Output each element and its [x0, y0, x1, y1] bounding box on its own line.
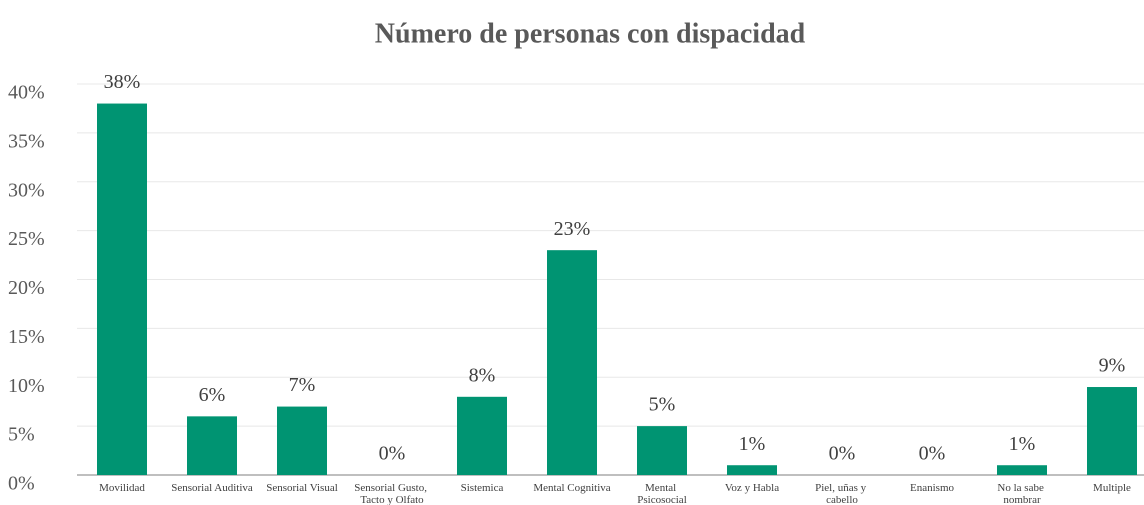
y-tick-label: 20% — [8, 277, 45, 299]
x-tick-label: Mental Psicosocial — [637, 482, 687, 505]
bar — [277, 406, 327, 475]
value-label: 0% — [829, 443, 856, 465]
value-label: 23% — [554, 218, 591, 240]
x-tick-label: Sensorial Auditiva — [171, 482, 253, 494]
value-label: 38% — [104, 71, 141, 93]
y-tick-label: 15% — [8, 326, 45, 348]
bar — [997, 465, 1047, 475]
bar — [637, 426, 687, 475]
x-tick-label: Enanismo — [910, 482, 954, 494]
y-tick-label: 30% — [8, 179, 45, 201]
value-label: 9% — [1099, 355, 1126, 377]
value-label: 8% — [469, 364, 496, 386]
bar — [1087, 387, 1137, 475]
y-tick-label: 5% — [8, 424, 35, 446]
x-tick-label: Sensorial Visual — [266, 482, 338, 494]
y-tick-label: 10% — [8, 375, 45, 397]
bar — [187, 416, 237, 475]
x-tick-label: Piel, uñas y cabello — [815, 482, 869, 505]
x-tick-label: Mental Cognitiva — [533, 482, 610, 494]
y-tick-label: 35% — [8, 130, 45, 152]
y-tick-label: 40% — [8, 82, 45, 104]
bar — [97, 103, 147, 476]
x-tick-label: Sistemica — [461, 482, 504, 494]
y-tick-label: 25% — [8, 228, 45, 250]
bar — [547, 250, 597, 475]
x-tick-label: Voz y Habla — [725, 482, 779, 494]
bar — [457, 396, 507, 475]
x-tick-label: No la sabe nombrar — [997, 482, 1046, 505]
chart-title: Número de personas con dispacidad — [375, 18, 806, 49]
value-label: 7% — [289, 374, 316, 396]
value-label: 1% — [1009, 433, 1036, 455]
y-tick-label: 0% — [8, 473, 35, 495]
x-tick-label: Movilidad — [99, 482, 145, 494]
value-label: 0% — [379, 443, 406, 465]
value-label: 0% — [919, 443, 946, 465]
bar — [727, 465, 777, 475]
value-label: 6% — [199, 384, 226, 406]
value-label: 1% — [739, 433, 766, 455]
x-tick-label: Multiple — [1093, 482, 1131, 494]
x-tick-label: Sensorial Gusto, Tacto y Olfato — [354, 482, 429, 505]
value-label: 5% — [649, 394, 676, 416]
